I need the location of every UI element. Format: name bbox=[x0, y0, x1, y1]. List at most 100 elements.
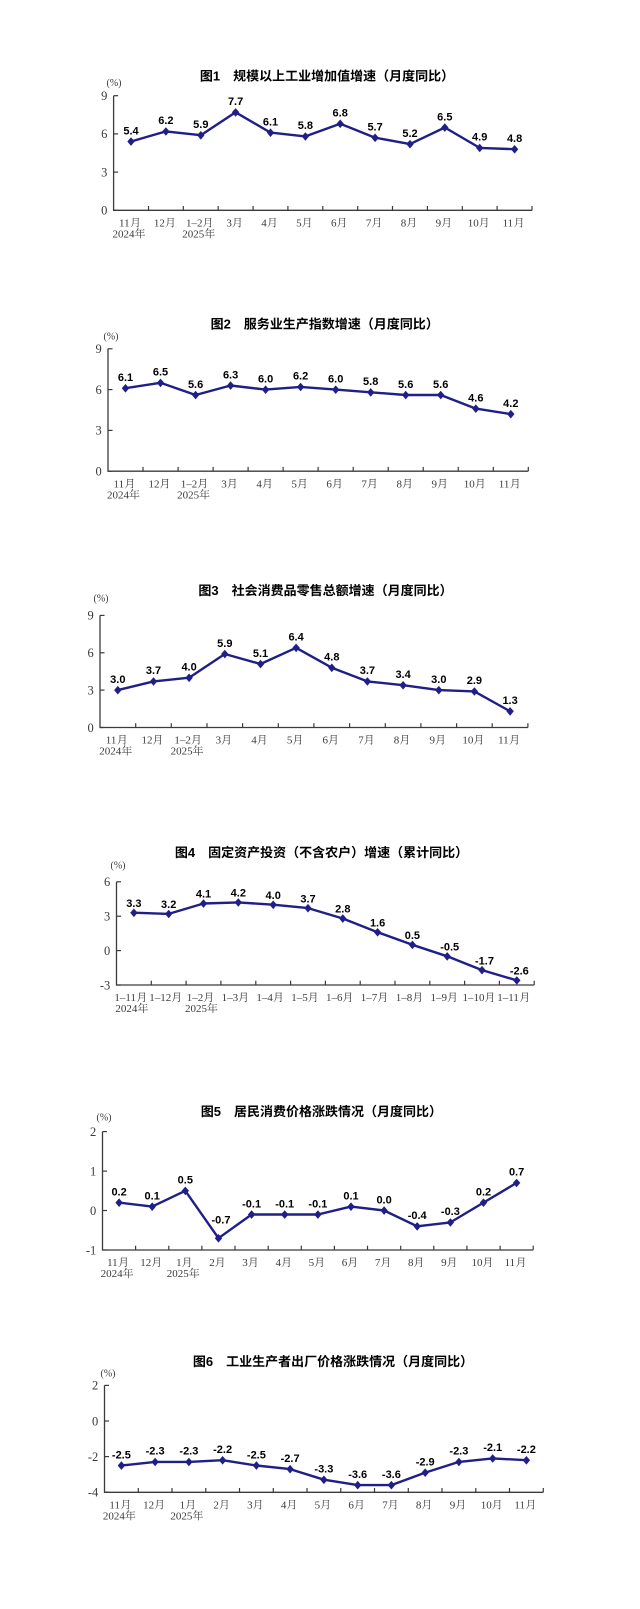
svg-text:1: 1 bbox=[213, 69, 220, 84]
svg-text:1–9: 1–9 bbox=[431, 992, 448, 1004]
svg-text:0: 0 bbox=[96, 465, 102, 479]
svg-text:(%): (%) bbox=[94, 594, 109, 605]
svg-text:(%): (%) bbox=[101, 1369, 116, 1380]
svg-text:-0.1: -0.1 bbox=[242, 1198, 261, 1210]
svg-text:1–2: 1–2 bbox=[181, 478, 198, 490]
svg-text:0.2: 0.2 bbox=[476, 1186, 491, 1198]
svg-text:0.7: 0.7 bbox=[509, 1167, 524, 1179]
svg-text:2024: 2024 bbox=[115, 1003, 137, 1015]
svg-text:10: 10 bbox=[472, 1257, 484, 1269]
svg-text:(%): (%) bbox=[111, 861, 126, 872]
svg-text:1–6: 1–6 bbox=[326, 992, 343, 1004]
svg-text:2: 2 bbox=[224, 317, 231, 332]
svg-text:3.2: 3.2 bbox=[161, 899, 176, 911]
svg-text:3: 3 bbox=[104, 910, 110, 924]
svg-text:9: 9 bbox=[430, 735, 436, 747]
svg-text:11: 11 bbox=[505, 1257, 516, 1269]
svg-text:4.2: 4.2 bbox=[503, 398, 518, 410]
svg-text:2.9: 2.9 bbox=[467, 675, 482, 687]
svg-text:1–7: 1–7 bbox=[361, 992, 378, 1004]
svg-text:1–12: 1–12 bbox=[149, 992, 171, 1004]
svg-text:5: 5 bbox=[214, 1104, 221, 1119]
svg-text:6.4: 6.4 bbox=[288, 632, 304, 644]
svg-text:12: 12 bbox=[140, 1257, 151, 1269]
svg-text:6.0: 6.0 bbox=[328, 373, 343, 385]
svg-text:8: 8 bbox=[408, 1257, 414, 1269]
svg-text:-0.4: -0.4 bbox=[408, 1210, 428, 1222]
svg-text:5.1: 5.1 bbox=[253, 648, 268, 660]
svg-text:-0.1: -0.1 bbox=[275, 1198, 294, 1210]
svg-text:6: 6 bbox=[326, 478, 332, 490]
svg-text:5.7: 5.7 bbox=[367, 122, 382, 134]
svg-text:9: 9 bbox=[450, 1500, 456, 1512]
svg-text:-3: -3 bbox=[100, 978, 110, 992]
svg-text:4.9: 4.9 bbox=[472, 132, 487, 144]
svg-text:3.7: 3.7 bbox=[360, 665, 375, 677]
svg-text:4: 4 bbox=[281, 1500, 287, 1512]
svg-text:-0.5: -0.5 bbox=[440, 942, 459, 954]
svg-text:4.0: 4.0 bbox=[266, 890, 281, 902]
svg-text:5: 5 bbox=[296, 218, 302, 230]
svg-text:1–2: 1–2 bbox=[186, 218, 203, 230]
svg-text:5: 5 bbox=[315, 1500, 321, 1512]
svg-text:1: 1 bbox=[176, 1257, 182, 1269]
svg-text:6: 6 bbox=[348, 1500, 354, 1512]
svg-text:0: 0 bbox=[101, 204, 107, 218]
svg-text:3: 3 bbox=[242, 1257, 248, 1269]
svg-text:-2.3: -2.3 bbox=[449, 1446, 468, 1458]
svg-text:1–3: 1–3 bbox=[222, 992, 239, 1004]
svg-text:9: 9 bbox=[88, 609, 94, 623]
svg-text:6.2: 6.2 bbox=[293, 371, 308, 383]
svg-text:5: 5 bbox=[309, 1257, 315, 1269]
svg-text:4: 4 bbox=[261, 218, 267, 230]
svg-text:1–2: 1–2 bbox=[187, 992, 204, 1004]
svg-text:-2.5: -2.5 bbox=[112, 1449, 131, 1461]
svg-text:2.8: 2.8 bbox=[335, 904, 350, 916]
svg-text:4.0: 4.0 bbox=[181, 662, 196, 674]
svg-text:3.7: 3.7 bbox=[300, 893, 315, 905]
svg-text:11: 11 bbox=[499, 478, 510, 490]
svg-text:11: 11 bbox=[106, 735, 117, 747]
svg-text:7: 7 bbox=[358, 735, 364, 747]
svg-text:-2.9: -2.9 bbox=[416, 1456, 435, 1468]
svg-text:5.8: 5.8 bbox=[298, 120, 313, 132]
svg-text:-1.7: -1.7 bbox=[475, 955, 494, 967]
svg-text:3: 3 bbox=[88, 683, 94, 697]
svg-text:1: 1 bbox=[90, 1164, 96, 1178]
svg-text:0: 0 bbox=[88, 721, 94, 735]
svg-text:0.5: 0.5 bbox=[405, 930, 420, 942]
svg-text:-2.2: -2.2 bbox=[213, 1444, 232, 1456]
svg-text:3.7: 3.7 bbox=[146, 665, 161, 677]
svg-text:2024: 2024 bbox=[113, 229, 136, 241]
svg-text:1–11: 1–11 bbox=[114, 992, 136, 1004]
svg-text:2025: 2025 bbox=[177, 489, 200, 501]
svg-text:2: 2 bbox=[90, 1125, 96, 1139]
svg-text:0.5: 0.5 bbox=[178, 1175, 193, 1187]
svg-text:10: 10 bbox=[468, 218, 480, 230]
svg-text:7: 7 bbox=[366, 218, 372, 230]
svg-text:-2.5: -2.5 bbox=[247, 1449, 266, 1461]
svg-text:1–4: 1–4 bbox=[256, 992, 273, 1004]
svg-text:5: 5 bbox=[291, 478, 297, 490]
svg-text:11: 11 bbox=[119, 218, 130, 230]
svg-text:5.9: 5.9 bbox=[193, 119, 208, 131]
svg-text:3: 3 bbox=[247, 1500, 253, 1512]
svg-text:0.1: 0.1 bbox=[343, 1190, 358, 1202]
svg-text:4: 4 bbox=[251, 735, 257, 747]
svg-text:8: 8 bbox=[394, 735, 400, 747]
svg-text:8: 8 bbox=[397, 478, 403, 490]
svg-text:11: 11 bbox=[498, 735, 509, 747]
svg-text:6: 6 bbox=[331, 218, 337, 230]
svg-text:8: 8 bbox=[416, 1500, 422, 1512]
svg-text:7: 7 bbox=[375, 1257, 381, 1269]
svg-text:2024: 2024 bbox=[107, 489, 130, 501]
svg-text:1.6: 1.6 bbox=[370, 917, 385, 929]
svg-text:2024: 2024 bbox=[99, 746, 122, 758]
svg-text:1.3: 1.3 bbox=[502, 695, 517, 707]
svg-text:6.1: 6.1 bbox=[263, 116, 278, 128]
svg-text:11: 11 bbox=[514, 1500, 525, 1512]
svg-text:4: 4 bbox=[256, 478, 262, 490]
svg-text:-2.2: -2.2 bbox=[517, 1444, 536, 1456]
svg-text:12: 12 bbox=[154, 218, 165, 230]
svg-text:12: 12 bbox=[143, 1500, 154, 1512]
